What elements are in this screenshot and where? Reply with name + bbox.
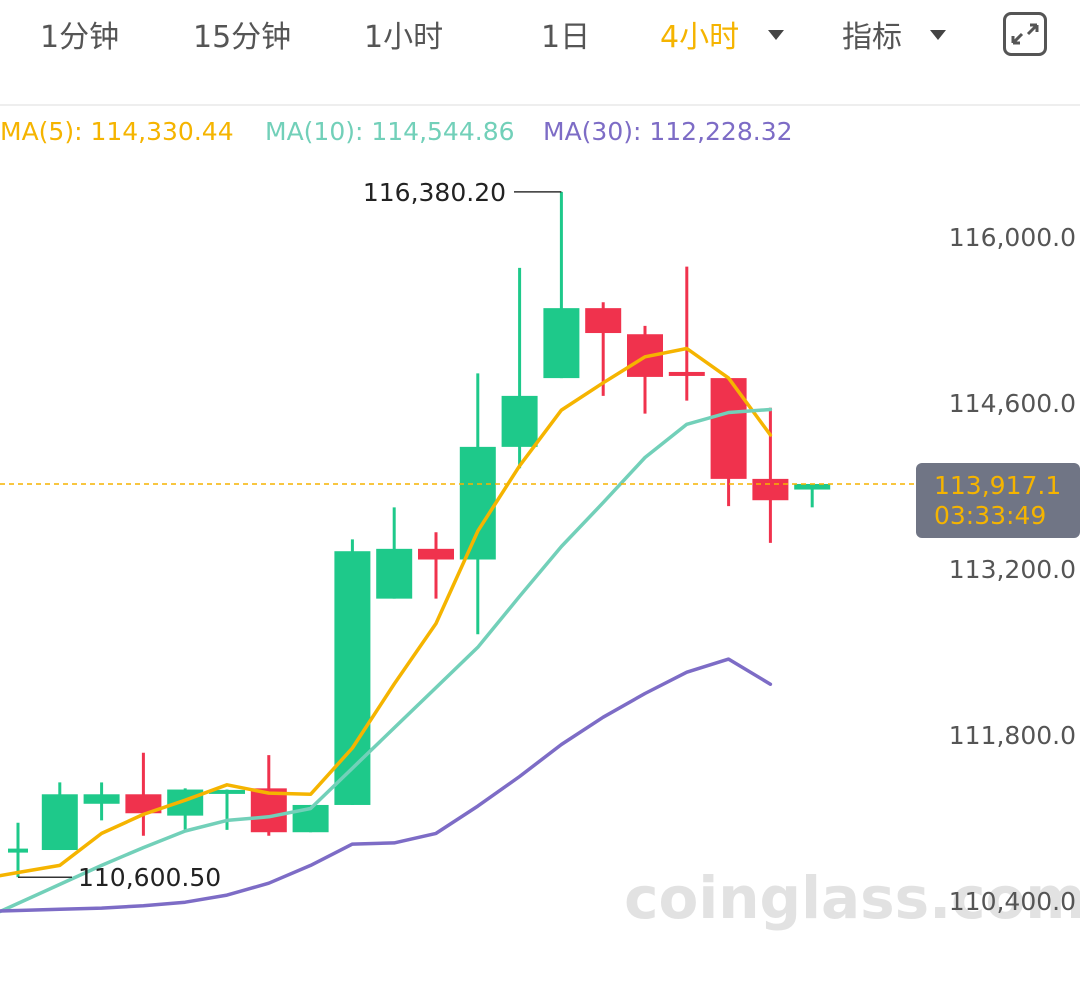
candle (627, 325, 663, 414)
candle-body (543, 308, 580, 379)
indicators-menu[interactable]: 指标 (842, 20, 902, 55)
candle (83, 782, 120, 821)
legend-ma30: MA(30): 112,228.32 (543, 117, 793, 146)
legend-ma5: MA(5): 114,330.44 (0, 117, 234, 146)
candle (752, 407, 789, 543)
candle (376, 507, 413, 599)
candle (501, 267, 538, 469)
tab-15min[interactable]: 15分钟 (193, 20, 292, 55)
watermark: coinglass.com (624, 864, 1080, 932)
candle-body (501, 395, 538, 447)
tab-1day[interactable]: 1日 (541, 20, 591, 55)
caret-down-icon[interactable] (930, 30, 946, 40)
tab-4hour[interactable]: 4小时 (660, 20, 740, 55)
candle (41, 782, 78, 851)
candle (250, 755, 287, 836)
candle (585, 302, 622, 396)
ma10-line (0, 407, 773, 914)
candle-body (418, 548, 454, 560)
high-annotation-label: 116,380.20 (363, 178, 506, 207)
low-annotation-label: 110,600.50 (78, 863, 221, 892)
candle (8, 822, 28, 878)
candle-countdown: 03:33:49 (934, 501, 1047, 530)
candle-body (250, 788, 287, 833)
caret-down-icon[interactable] (768, 30, 784, 40)
candle-body (459, 446, 496, 560)
candle-body (8, 848, 28, 853)
fullscreen-expand-icon[interactable] (1003, 12, 1047, 56)
candle-body (41, 794, 78, 851)
ma5-line (0, 346, 773, 878)
candle (543, 191, 580, 379)
candle-body (83, 794, 120, 804)
candle-body (668, 371, 705, 376)
current-price: 113,917.1 (934, 471, 1062, 500)
fullscreen-arrows-icon (1011, 23, 1039, 45)
y-axis-tick-label: 114,600.0 (949, 389, 1076, 418)
candle-body (209, 789, 245, 794)
candle (668, 266, 705, 401)
candle-body (585, 308, 622, 334)
y-axis-tick-label: 110,400.0 (949, 887, 1076, 916)
candle (209, 789, 245, 830)
tab-1hour[interactable]: 1小时 (364, 20, 444, 55)
candle (125, 752, 162, 836)
candle (794, 483, 831, 508)
candle-body (752, 478, 789, 501)
candle (334, 539, 371, 805)
ma30-line (0, 657, 773, 913)
candle-body (376, 548, 413, 599)
y-axis-tick-label: 116,000.0 (949, 223, 1076, 252)
candle-body (794, 483, 831, 490)
legend-ma10: MA(10): 114,544.86 (265, 117, 515, 146)
candle-body (125, 794, 162, 814)
interval-toolbar: 1分钟 15分钟 1小时 1日 4小时 指标 (0, 0, 1080, 106)
candle (459, 373, 496, 635)
y-axis-tick-label: 113,200.0 (949, 555, 1076, 584)
candle-body (167, 789, 204, 816)
tab-1min[interactable]: 1分钟 (40, 20, 120, 55)
current-price-tag: 113,917.1 03:33:49 (916, 463, 1080, 538)
y-axis-tick-label: 111,800.0 (949, 721, 1076, 750)
candle (418, 532, 454, 599)
